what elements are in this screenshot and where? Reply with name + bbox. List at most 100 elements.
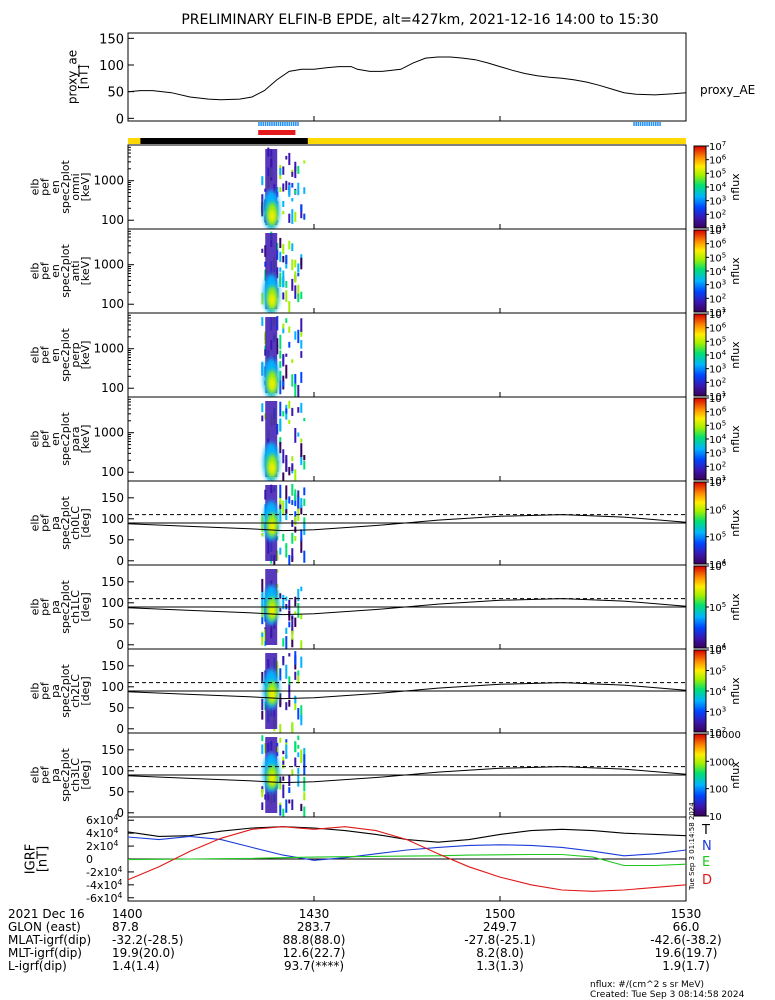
spec_en_para-ylabel-line: en <box>49 432 62 446</box>
spec_pa_ch1-pixel <box>300 613 303 620</box>
spec_en_para-pixel <box>288 419 291 425</box>
spec_en_para-pixel <box>291 407 294 416</box>
spec_en_omni-pixel <box>297 182 300 196</box>
spec_pa_ch1-pixel <box>288 621 291 628</box>
spec_pa_ch3-pixel <box>282 750 285 755</box>
footer-row-value: 1500 <box>485 907 516 921</box>
spec_pa_ch3-colorbar-label: 100 <box>709 785 728 796</box>
spec_en_perp-pixel <box>261 317 264 326</box>
spec_en_omni-pixel <box>288 185 291 197</box>
spec_pa_ch1-panel <box>127 564 709 656</box>
igrf-legend-T: T <box>701 823 710 838</box>
spec_pa_ch1-ylabel-line: ch1LC <box>69 590 82 624</box>
spec_en_perp-pixel <box>276 338 279 348</box>
spec_pa_ch2-pixel <box>276 661 279 676</box>
spec_en_anti-bg <box>128 229 686 313</box>
spec_pa_ch0-pixel <box>279 547 282 555</box>
footer-row-value: 87.8 <box>112 920 139 934</box>
spec_en_para-pixel <box>300 443 303 457</box>
spec_en_anti-pixel <box>297 263 300 273</box>
footer-row-value: 93.7(****) <box>284 959 344 973</box>
spec_en_perp-colorbar <box>693 313 707 397</box>
spec_pa_ch3-pixel <box>276 746 279 753</box>
spec_en_perp-pixel <box>261 361 264 372</box>
spec_pa_ch3-pixel <box>300 749 303 764</box>
igrf-ytick-label: 0 <box>86 853 93 866</box>
spec_pa_ch0-pixel <box>279 512 282 522</box>
spec_pa_ch3-pixel <box>297 775 300 787</box>
spec_en_perp-pixel <box>282 381 285 387</box>
spec_pa_ch2-pixel <box>261 710 264 720</box>
spec_pa_ch0-pixel <box>279 484 282 499</box>
spec_pa_ch3-pixel <box>297 768 300 774</box>
spec_en_omni-colorbar-label: 101 <box>709 222 726 235</box>
spec_pa_ch3-pixel <box>303 806 306 821</box>
spec_pa_ch3-pixel <box>285 739 288 743</box>
spec_pa_ch1-pixel <box>279 593 282 599</box>
spec_en_omni-pixel <box>294 161 297 172</box>
spec_en_omni-bg <box>128 145 686 229</box>
spec_en_para-pixel <box>294 469 297 481</box>
spec_en_omni-pixel <box>279 167 282 176</box>
spec_pa_ch1-ylabel-line: elb <box>29 599 42 616</box>
spec_en_anti-ylabel-line: [keV] <box>79 257 92 286</box>
spec_en_para-pixel <box>282 449 285 464</box>
blue-mark <box>655 122 657 126</box>
blue-mark <box>273 122 275 126</box>
spec_pa_ch3-colorbar-label: 10000 <box>709 730 741 741</box>
spec_pa_ch0-colorbar-label: 106 <box>709 503 727 516</box>
spec_en_para-core-peak <box>269 462 276 475</box>
spec_pa_ch3-pixel <box>282 808 285 818</box>
spec_pa_ch2-ylabel-line: pa <box>49 684 62 698</box>
spec_pa_ch3-pixel <box>282 760 285 765</box>
footer-row-label: 2021 Dec 16 <box>8 907 85 921</box>
spec_en_anti-pixel <box>294 259 297 268</box>
spec_en_para-pixel <box>279 437 282 446</box>
spec_en_perp-pixel <box>279 380 282 395</box>
spec_pa_ch2-pixel <box>285 664 288 679</box>
spec_en_anti-pixel <box>276 242 279 251</box>
blue-mark <box>279 122 282 126</box>
spec_en_anti-pixel <box>300 291 303 299</box>
footer-row-value: 249.7 <box>483 920 517 934</box>
spec_en_omni-colorbar-label: 105 <box>709 167 726 180</box>
blue-mark <box>275 122 278 126</box>
spec_pa_ch2-ytick-label: 100 <box>101 680 124 694</box>
spec_pa_ch3-ylabel-line: elb <box>29 767 42 784</box>
blue-mark <box>260 122 262 126</box>
spec_en_perp-colorbar-label: 107 <box>709 308 726 321</box>
spec_pa_ch1-pixel <box>282 594 285 610</box>
spec_en_anti-colorbar-label: 105 <box>709 251 726 264</box>
spec_pa_ch3-pixel <box>282 784 285 799</box>
spec_en_perp-panel <box>127 312 709 399</box>
spec_en_anti-pixel <box>291 285 294 291</box>
spec_pa_ch0-panel <box>127 480 709 567</box>
spec_en_perp-ylabel-line: pef <box>39 345 52 364</box>
spec_en_para-pixel <box>282 472 285 485</box>
spec_pa_ch3-ylabel-line: [deg] <box>79 760 92 789</box>
spec_en_para-pixel <box>300 454 303 466</box>
spec_en_anti-colorbar-label: 104 <box>709 265 727 278</box>
footer-row-label: MLT-igrf(dip) <box>8 946 82 960</box>
spec_en_anti-pixel <box>279 237 282 249</box>
spec_pa_ch0-ytick-label: 50 <box>109 533 124 547</box>
spec_pa_ch2-colorbar-label: 102 <box>709 726 726 739</box>
spec_en_perp-core-peak <box>269 378 276 391</box>
spec_en_perp-pixel <box>276 345 279 355</box>
spec_pa_ch3-loss-cone-curve <box>127 766 687 784</box>
spec_en_omni-ytick-label: 100 <box>101 213 124 227</box>
blue-mark <box>644 122 646 126</box>
spec_pa_ch1-pixel <box>294 611 297 615</box>
spec_en_omni-ylabel-line: elb <box>29 179 42 196</box>
spec_en_omni-colorbar-title: nflux <box>729 173 742 201</box>
spec_pa_ch2-pixel <box>282 656 285 666</box>
spec_pa_ch3-pixel <box>294 741 297 752</box>
spec_pa_ch2-pixel <box>297 670 300 676</box>
blue-mark <box>635 122 637 126</box>
spec_en_perp-colorbar-label: 102 <box>709 376 726 389</box>
spec_en_omni-core-peak <box>269 210 276 223</box>
figure-title: PRELIMINARY ELFIN-B EPDE, alt=427km, 202… <box>181 12 658 28</box>
spec_en_para-pixel <box>288 400 291 409</box>
spec_pa_ch0-pixel <box>285 499 288 511</box>
